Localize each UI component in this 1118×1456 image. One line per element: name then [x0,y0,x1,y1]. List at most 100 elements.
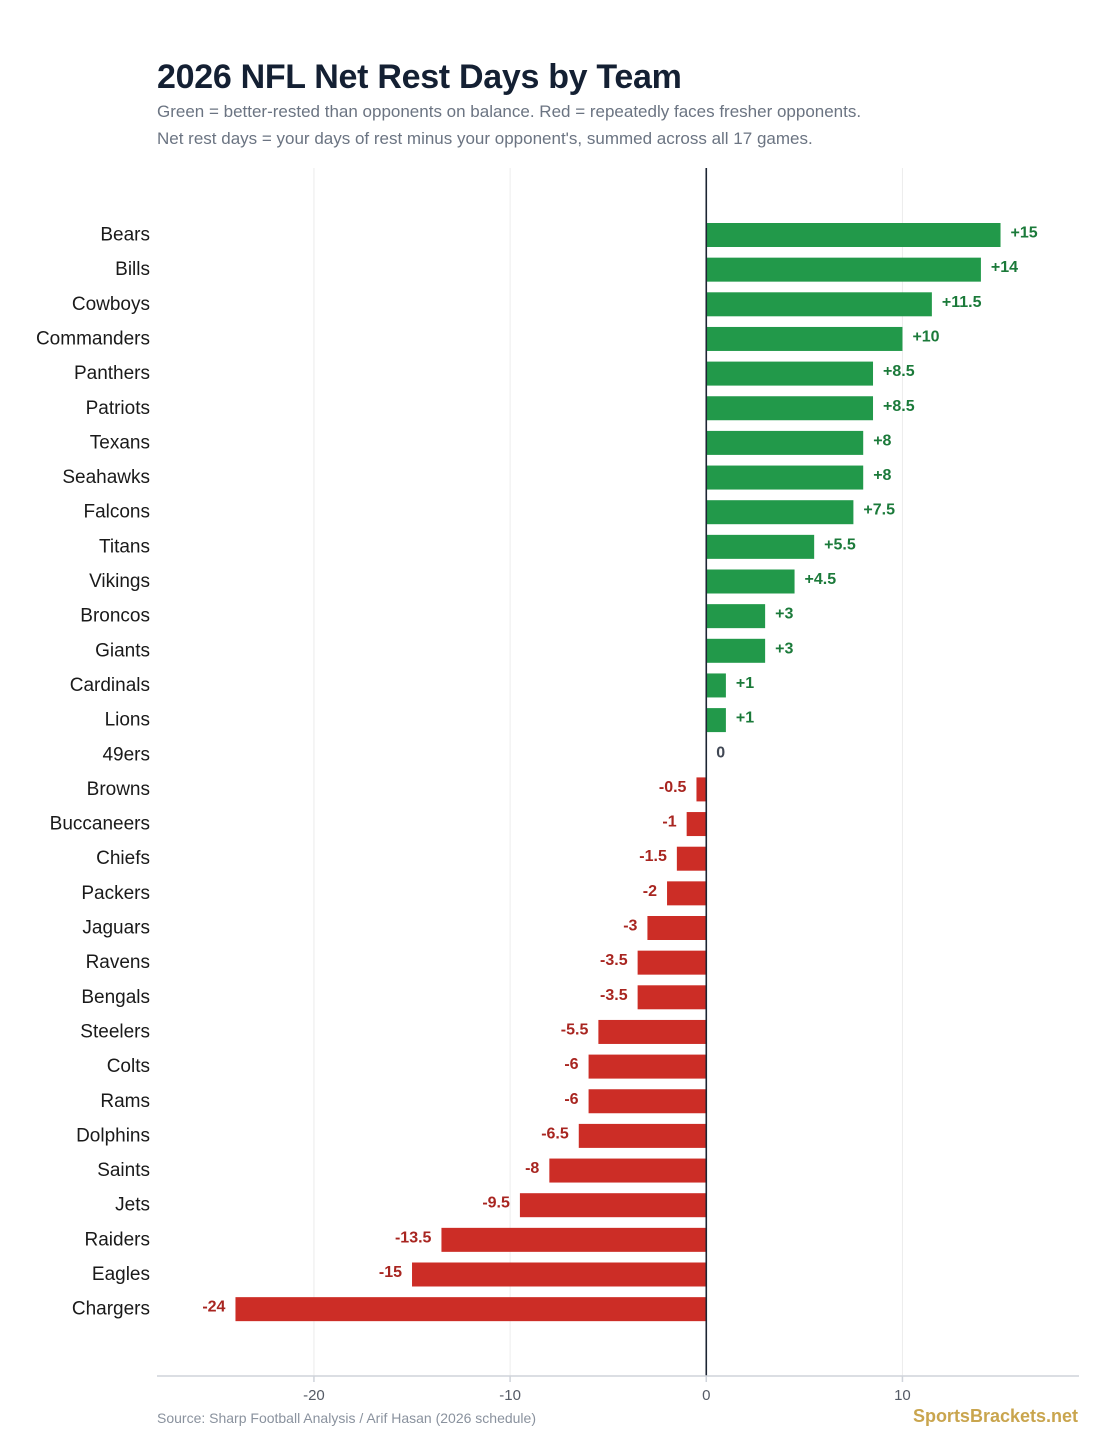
bar [706,569,795,594]
value-label: +8.5 [883,398,915,415]
value-label: -1.5 [639,848,667,865]
category-label: Panthers [74,363,150,384]
bar [676,846,707,871]
bar [706,465,864,490]
value-label: -5.5 [561,1021,589,1038]
value-label: -15 [379,1264,402,1281]
value-label: -6.5 [541,1125,569,1142]
x-tick-label: 0 [702,1387,710,1404]
bar [706,638,766,663]
value-label: -3.5 [600,987,628,1004]
brand-logo-text: SportsBrackets.net [912,1406,1078,1426]
bar [235,1297,707,1322]
category-label: Eagles [92,1264,150,1285]
chart-title: 2026 NFL Net Rest Days by Team [157,58,682,96]
value-label: -2 [643,883,657,900]
bar [706,673,726,698]
value-label: -3 [623,918,637,935]
category-label: Ravens [86,952,150,973]
category-label: Titans [99,536,150,557]
bar [706,396,874,421]
bar [706,361,874,386]
value-label: +8 [873,432,891,449]
category-label: Dolphins [76,1125,150,1146]
category-label: Rams [100,1091,150,1112]
bar [588,1089,707,1114]
category-label: Bills [115,259,150,280]
chart-subtitle-line-1: Green = better-rested than opponents on … [157,102,862,121]
value-label: +1 [736,675,754,692]
bar [706,534,815,559]
value-label: -0.5 [659,779,687,796]
value-label: -3.5 [600,952,628,969]
value-label: +4.5 [805,571,837,588]
value-label: -8 [525,1160,539,1177]
category-label: Bengals [81,987,150,1008]
bar [706,326,903,351]
category-label: Jets [115,1195,150,1216]
category-label: Giants [95,640,150,661]
x-tick-label: -10 [499,1387,521,1404]
bar [412,1262,707,1287]
category-label: Falcons [83,502,150,523]
value-label: -1 [662,814,676,831]
value-label: -6 [564,1091,578,1108]
category-label: Packers [81,883,150,904]
value-label: -6 [564,1056,578,1073]
value-label: -24 [202,1299,225,1316]
category-label: Chargers [72,1299,150,1320]
bar [706,500,854,525]
category-label: Chiefs [96,848,150,869]
x-tick-label: -20 [303,1387,325,1404]
value-label: -13.5 [395,1229,432,1246]
category-label: Raiders [85,1229,150,1250]
value-label: +5.5 [824,536,856,553]
bar [667,881,707,906]
category-label: Jaguars [82,918,150,939]
value-label: +10 [912,328,939,345]
bar [588,1054,707,1079]
value-label: +8 [873,467,891,484]
category-label: Colts [107,1056,150,1077]
category-label: Steelers [80,1021,150,1042]
x-tick-label: 10 [894,1387,911,1404]
value-label: +14 [991,259,1018,276]
value-label: +11.5 [942,294,982,311]
source-note: Source: Sharp Football Analysis / Arif H… [157,1410,536,1426]
chart-subtitle-line-2: Net rest days = your days of rest minus … [157,129,813,148]
value-label: +1 [736,710,754,727]
category-label: Cowboys [72,294,150,315]
value-label: +3 [775,640,793,657]
bar [598,1019,707,1044]
value-label: +8.5 [883,363,915,380]
value-label: +7.5 [863,502,895,519]
bar [706,223,1001,247]
value-label: -9.5 [482,1195,510,1212]
bar [686,812,707,837]
bar [706,604,766,629]
bar [706,430,864,455]
category-label: Cardinals [70,675,150,696]
bar [706,292,932,317]
category-label: Texans [90,432,150,453]
bar [706,257,981,282]
bar [519,1193,707,1218]
category-label: Seahawks [62,467,150,488]
category-label: Browns [87,779,150,800]
bar [441,1227,707,1252]
category-label: Lions [105,710,150,731]
category-label: Broncos [80,606,150,627]
bar [696,777,707,802]
bar [647,916,707,940]
value-label: +15 [1011,225,1038,242]
bar [706,708,726,733]
bar [637,985,707,1010]
bar [578,1123,707,1148]
bar [549,1158,707,1183]
category-label: Bears [100,225,150,246]
value-label: 0 [716,744,725,761]
category-label: Patriots [86,398,150,419]
category-label: Commanders [36,328,150,349]
value-label: +3 [775,606,793,623]
